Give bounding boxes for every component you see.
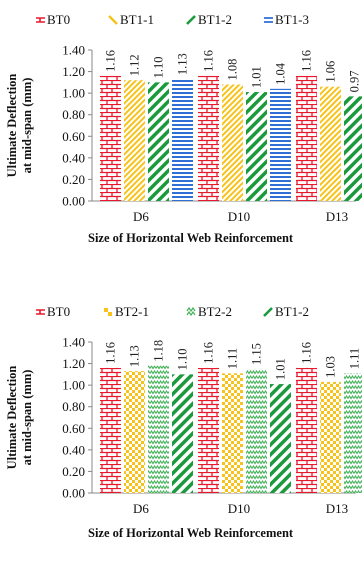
x-tick-label: D10 bbox=[228, 501, 250, 516]
y-tick-label: 0.00 bbox=[62, 194, 85, 209]
bar-bt1-2-d10 bbox=[270, 384, 291, 493]
bar-bt0-d6 bbox=[100, 75, 121, 201]
data-label: 1.16 bbox=[202, 50, 216, 72]
bar-bt0-d13 bbox=[296, 367, 317, 493]
y-tick-label: 0.60 bbox=[62, 421, 85, 436]
legend-swatch-2-1 bbox=[36, 309, 45, 315]
x-tick-label: D6 bbox=[133, 501, 149, 516]
x-axis-label: Size of Horizontal Web Reinforcement bbox=[88, 231, 294, 245]
data-label: 1.16 bbox=[104, 342, 118, 364]
y-tick-label: 0.60 bbox=[62, 129, 85, 144]
legend-swatch-1-1 bbox=[36, 17, 45, 23]
x-tick-label: D6 bbox=[133, 209, 149, 224]
legend-label: BT0 bbox=[47, 304, 70, 319]
bar-bt1-1-d13 bbox=[320, 86, 341, 201]
bar-bt2-2-d6 bbox=[148, 365, 169, 493]
data-label: 1.15 bbox=[250, 343, 264, 365]
x-tick-label: D13 bbox=[326, 209, 348, 224]
bar-bt2-1-d6 bbox=[124, 371, 145, 493]
y-tick-label: 1.00 bbox=[62, 378, 85, 393]
legend-label: BT2-2 bbox=[198, 304, 232, 319]
data-label: 1.16 bbox=[104, 50, 118, 72]
x-tick-label: D13 bbox=[326, 501, 348, 516]
y-tick-label: 1.00 bbox=[62, 86, 85, 101]
data-label: 1.13 bbox=[176, 53, 190, 75]
legend-swatch-2-4 bbox=[263, 307, 273, 317]
data-label: 1.03 bbox=[324, 356, 338, 378]
data-label: 1.10 bbox=[152, 56, 166, 78]
bar-bt1-3-d6 bbox=[172, 79, 193, 201]
y-axis-label: at mid-span (mm) bbox=[20, 370, 34, 466]
legend-label: BT2-1 bbox=[115, 304, 149, 319]
data-label: 1.18 bbox=[152, 340, 166, 362]
bar-bt1-2-d10 bbox=[246, 92, 267, 201]
data-label: 1.10 bbox=[176, 348, 190, 370]
data-label: 0.97 bbox=[348, 71, 362, 93]
legend-swatch-1-3 bbox=[186, 15, 196, 25]
bar-bt2-2-d10 bbox=[246, 368, 267, 493]
bar-bt2-1-d13 bbox=[320, 381, 341, 493]
x-axis-label: Size of Horizontal Web Reinforcement bbox=[88, 526, 294, 540]
bar-bt0-d6 bbox=[100, 367, 121, 493]
data-label: 1.01 bbox=[250, 66, 264, 88]
bar-bt1-2-d13 bbox=[344, 96, 362, 201]
legend: BT0 BT1-1 BT1-2 BT1-3 bbox=[36, 12, 309, 27]
bar-bt2-1-d10 bbox=[222, 373, 243, 493]
legend-label: BT1-2 bbox=[198, 12, 232, 27]
legend-label: BT1-1 bbox=[120, 12, 154, 27]
legend-swatch-1-4 bbox=[264, 17, 273, 23]
data-label: 1.16 bbox=[202, 342, 216, 364]
legend-swatch-1-2 bbox=[108, 15, 118, 25]
data-label: 1.16 bbox=[300, 50, 314, 72]
bar-bt1-2-d6 bbox=[172, 374, 193, 493]
x-tick-label: D10 bbox=[228, 209, 250, 224]
legend-swatch-2-3 bbox=[186, 306, 196, 317]
legend-label: BT0 bbox=[47, 12, 70, 27]
bar-bt0-d10 bbox=[198, 75, 219, 201]
y-tick-label: 0.40 bbox=[62, 150, 85, 165]
y-tick-label: 0.40 bbox=[62, 442, 85, 457]
bar-bt0-d13 bbox=[296, 75, 317, 201]
y-tick-label: 1.20 bbox=[62, 64, 85, 79]
data-label: 1.11 bbox=[226, 348, 240, 369]
chart-1: BT0 BT1-1 BT1-2 BT1-3 0.00 0.20 0.40 0.60 0.80 1.… bbox=[5, 12, 362, 245]
y-tick-label: 0.20 bbox=[62, 172, 85, 187]
y-tick-label: 0.80 bbox=[62, 399, 85, 414]
data-label: 1.06 bbox=[324, 61, 338, 83]
y-tick-label: 1.40 bbox=[62, 335, 85, 350]
bar-bt1-2-d6 bbox=[148, 82, 169, 201]
bar-bt1-3-d10 bbox=[270, 88, 291, 201]
y-tick-label: 0.20 bbox=[62, 464, 85, 479]
bar-bt0-d10 bbox=[198, 367, 219, 493]
bar-bt1-1-d6 bbox=[124, 80, 145, 201]
bar-bt1-1-d10 bbox=[222, 84, 243, 201]
y-tick-label: 0.80 bbox=[62, 107, 85, 122]
legend-label: BT1-3 bbox=[275, 12, 309, 27]
bar-bt2-2-d13 bbox=[344, 373, 362, 493]
data-label: 1.12 bbox=[128, 54, 142, 76]
data-label: 1.11 bbox=[348, 348, 362, 369]
data-label: 1.16 bbox=[300, 342, 314, 364]
legend-swatch-2-2 bbox=[104, 308, 112, 316]
data-label: 1.01 bbox=[274, 358, 288, 380]
legend-label: BT1-2 bbox=[275, 304, 309, 319]
chart-2: BT0 BT2-1 BT2-2 BT1-2 0.00 0.20 0.40 0.60 0.80 1.… bbox=[5, 304, 362, 540]
y-axis-label: Ultimate Deflection bbox=[5, 366, 19, 470]
y-axis-label: at mid-span (mm) bbox=[20, 78, 34, 174]
y-tick-label: 0.00 bbox=[62, 486, 85, 501]
legend: BT0 BT2-1 BT2-2 BT1-2 bbox=[36, 304, 309, 319]
y-tick-label: 1.20 bbox=[62, 356, 85, 371]
data-label: 1.13 bbox=[128, 345, 142, 367]
y-tick-label: 1.40 bbox=[62, 43, 85, 58]
y-axis-label: Ultimate Deflection bbox=[5, 74, 19, 178]
data-label: 1.04 bbox=[274, 62, 288, 85]
data-label: 1.08 bbox=[226, 59, 240, 81]
